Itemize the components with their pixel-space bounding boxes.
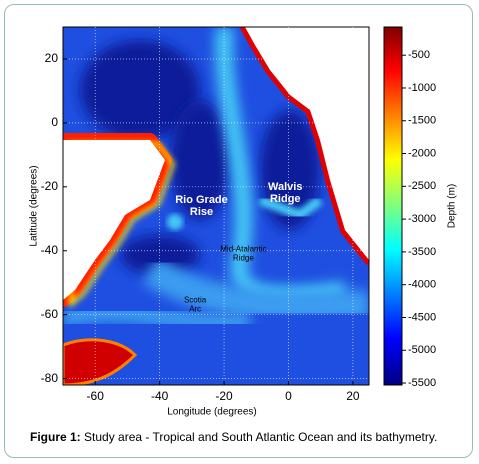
colorbar-tick-label: -3000 bbox=[408, 213, 436, 225]
y-tick-label: -20 bbox=[41, 179, 59, 193]
colorbar-tick-label: -5000 bbox=[408, 344, 436, 356]
colorbar-tick-label: -4000 bbox=[408, 279, 436, 291]
map-annotation: Scotia bbox=[184, 296, 207, 305]
x-tick-label: -40 bbox=[151, 389, 169, 403]
plot-border bbox=[62, 26, 370, 386]
colorbar-tick-label: -500 bbox=[408, 49, 430, 61]
x-tick-label: -60 bbox=[87, 389, 105, 403]
x-tick-label: -20 bbox=[215, 389, 233, 403]
x-tick-label: 0 bbox=[285, 389, 292, 403]
map-annotation: Rio Grade bbox=[175, 194, 228, 206]
x-tick-label: 20 bbox=[346, 389, 360, 403]
colorbar-tick-label: -1500 bbox=[408, 115, 436, 127]
caption: Figure 1: Study area - Tropical and Sout… bbox=[30, 430, 437, 444]
caption-label: Figure 1: bbox=[30, 430, 81, 444]
map-annotation: Rise bbox=[190, 206, 213, 218]
y-tick-label: 0 bbox=[51, 115, 58, 129]
colorbar-tick-label: -2000 bbox=[408, 147, 436, 159]
map-annotation: Ridge bbox=[233, 254, 254, 263]
figure-frame bbox=[4, 4, 473, 458]
map-annotation: Mid-Atalantic bbox=[220, 245, 266, 254]
map-annotation: Arc bbox=[189, 305, 201, 314]
colorbar-label: Depth (m) bbox=[447, 184, 458, 228]
map-annotation: Walvis bbox=[268, 181, 302, 193]
colorbar-tick-label: -4500 bbox=[408, 311, 436, 323]
caption-text: Study area - Tropical and South Atlantic… bbox=[81, 430, 438, 444]
y-tick-label: 20 bbox=[45, 51, 59, 65]
y-tick-label: -80 bbox=[41, 371, 59, 385]
y-tick-label: -40 bbox=[41, 243, 59, 257]
colorbar-tick-label: -2500 bbox=[408, 180, 436, 192]
colorbar-tick-label: -3500 bbox=[408, 246, 436, 258]
x-axis-label: Longitude (degrees) bbox=[167, 407, 257, 418]
y-axis-label: Latitude (degrees) bbox=[29, 165, 40, 246]
map-annotation: Ridge bbox=[270, 193, 301, 205]
colorbar-tick-label: -5500 bbox=[408, 377, 436, 389]
y-tick-label: -60 bbox=[41, 307, 59, 321]
colorbar-tick-label: -1000 bbox=[408, 82, 436, 94]
colorbar bbox=[383, 26, 403, 386]
bathymetry-map bbox=[63, 27, 369, 385]
